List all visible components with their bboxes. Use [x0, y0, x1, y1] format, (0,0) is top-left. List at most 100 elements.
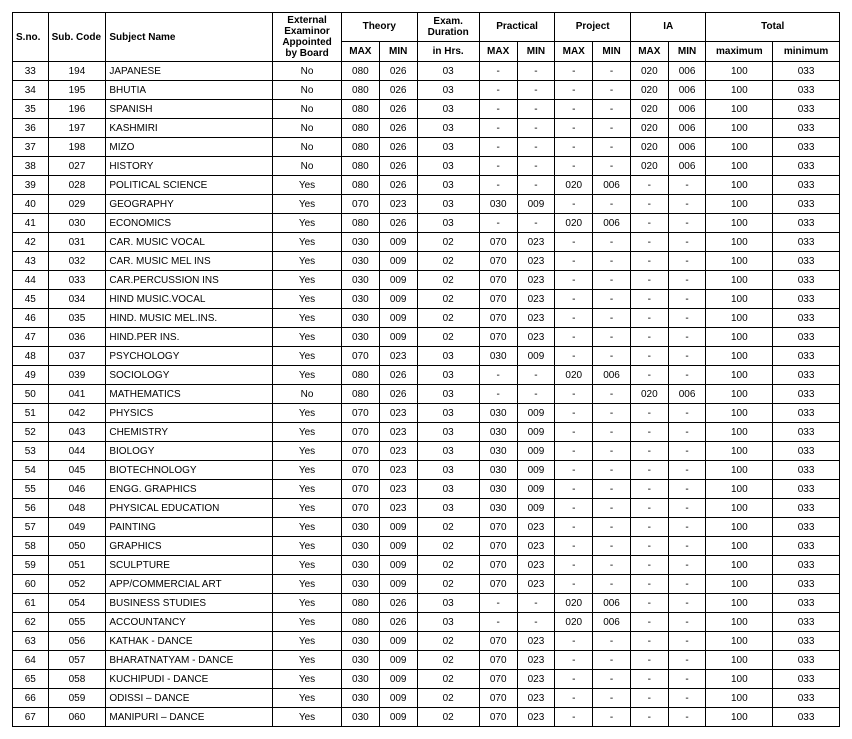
cell-ext: Yes — [273, 689, 342, 708]
cell-name: PHYSICAL EDUCATION — [106, 499, 273, 518]
cell-tmax: 030 — [341, 537, 379, 556]
cell-code: 045 — [48, 461, 106, 480]
cell-name: SOCIOLOGY — [106, 366, 273, 385]
cell-pmin: 009 — [517, 480, 555, 499]
cell-iamax: - — [630, 347, 668, 366]
cell-pmin: - — [517, 176, 555, 195]
cell-tmin: 026 — [379, 119, 417, 138]
cell-prmin: - — [593, 404, 631, 423]
cell-tmax: 070 — [341, 423, 379, 442]
cell-ext: Yes — [273, 309, 342, 328]
cell-totmin: 033 — [773, 271, 840, 290]
cell-pmax: - — [479, 613, 517, 632]
cell-iamax: 020 — [630, 81, 668, 100]
cell-prmin: - — [593, 100, 631, 119]
cell-sno: 42 — [13, 233, 49, 252]
table-row: 51042PHYSICSYes07002303030009----100033 — [13, 404, 840, 423]
table-row: 36197KASHMIRINo08002603----020006100033 — [13, 119, 840, 138]
cell-ext: Yes — [273, 423, 342, 442]
cell-iamax: - — [630, 423, 668, 442]
cell-prmin: 006 — [593, 594, 631, 613]
cell-prmax: - — [555, 518, 593, 537]
cell-tmax: 030 — [341, 575, 379, 594]
cell-totmin: 033 — [773, 632, 840, 651]
cell-sno: 64 — [13, 651, 49, 670]
cell-sno: 36 — [13, 119, 49, 138]
cell-pmax: 030 — [479, 461, 517, 480]
cell-dur: 03 — [417, 62, 479, 81]
cell-totmax: 100 — [706, 328, 773, 347]
cell-iamax: - — [630, 309, 668, 328]
cell-name: SPANISH — [106, 100, 273, 119]
cell-name: BIOLOGY — [106, 442, 273, 461]
cell-prmin: - — [593, 708, 631, 727]
cell-tmax: 030 — [341, 271, 379, 290]
cell-iamin: - — [668, 195, 706, 214]
cell-prmin: - — [593, 309, 631, 328]
table-row: 61054BUSINESS STUDIESYes08002603--020006… — [13, 594, 840, 613]
cell-totmax: 100 — [706, 480, 773, 499]
header-practical-min: MIN — [517, 41, 555, 61]
cell-pmax: 030 — [479, 404, 517, 423]
cell-prmax: - — [555, 328, 593, 347]
cell-iamax: - — [630, 328, 668, 347]
cell-code: 198 — [48, 138, 106, 157]
header-theory: Theory — [341, 13, 417, 42]
cell-totmin: 033 — [773, 81, 840, 100]
cell-tmin: 009 — [379, 689, 417, 708]
cell-prmin: - — [593, 328, 631, 347]
cell-totmin: 033 — [773, 613, 840, 632]
table-row: 57049PAINTINGYes03000902070023----100033 — [13, 518, 840, 537]
cell-name: HISTORY — [106, 157, 273, 176]
cell-name: GEOGRAPHY — [106, 195, 273, 214]
cell-prmax: - — [555, 632, 593, 651]
cell-pmax: - — [479, 138, 517, 157]
cell-pmin: 009 — [517, 347, 555, 366]
cell-iamax: 020 — [630, 100, 668, 119]
cell-prmin: - — [593, 480, 631, 499]
cell-prmax: - — [555, 157, 593, 176]
cell-name: BIOTECHNOLOGY — [106, 461, 273, 480]
cell-name: CAR. MUSIC MEL INS — [106, 252, 273, 271]
cell-prmax: - — [555, 309, 593, 328]
cell-tmax: 030 — [341, 651, 379, 670]
cell-totmin: 033 — [773, 537, 840, 556]
cell-pmin: 023 — [517, 290, 555, 309]
cell-pmax: 030 — [479, 347, 517, 366]
cell-iamax: - — [630, 575, 668, 594]
cell-totmin: 033 — [773, 518, 840, 537]
cell-iamin: - — [668, 214, 706, 233]
cell-dur: 02 — [417, 632, 479, 651]
cell-name: APP/COMMERCIAL ART — [106, 575, 273, 594]
cell-code: 051 — [48, 556, 106, 575]
cell-sno: 37 — [13, 138, 49, 157]
cell-dur: 03 — [417, 480, 479, 499]
cell-iamax: - — [630, 404, 668, 423]
cell-prmax: 020 — [555, 594, 593, 613]
cell-pmin: 023 — [517, 328, 555, 347]
cell-prmin: - — [593, 556, 631, 575]
cell-iamin: 006 — [668, 81, 706, 100]
cell-totmax: 100 — [706, 499, 773, 518]
cell-dur: 03 — [417, 594, 479, 613]
cell-sno: 41 — [13, 214, 49, 233]
cell-tmax: 030 — [341, 309, 379, 328]
cell-iamax: - — [630, 461, 668, 480]
table-row: 65058KUCHIPUDI - DANCEYes03000902070023-… — [13, 670, 840, 689]
cell-name: KASHMIRI — [106, 119, 273, 138]
cell-code: 060 — [48, 708, 106, 727]
cell-dur: 03 — [417, 442, 479, 461]
cell-tmax: 080 — [341, 385, 379, 404]
cell-sno: 34 — [13, 81, 49, 100]
cell-totmax: 100 — [706, 176, 773, 195]
cell-prmin: 006 — [593, 176, 631, 195]
cell-tmin: 009 — [379, 556, 417, 575]
cell-tmax: 080 — [341, 100, 379, 119]
cell-prmax: 020 — [555, 613, 593, 632]
cell-ext: Yes — [273, 195, 342, 214]
cell-totmax: 100 — [706, 556, 773, 575]
cell-code: 048 — [48, 499, 106, 518]
table-row: 49039SOCIOLOGYYes08002603--020006--10003… — [13, 366, 840, 385]
cell-code: 049 — [48, 518, 106, 537]
cell-iamin: - — [668, 632, 706, 651]
